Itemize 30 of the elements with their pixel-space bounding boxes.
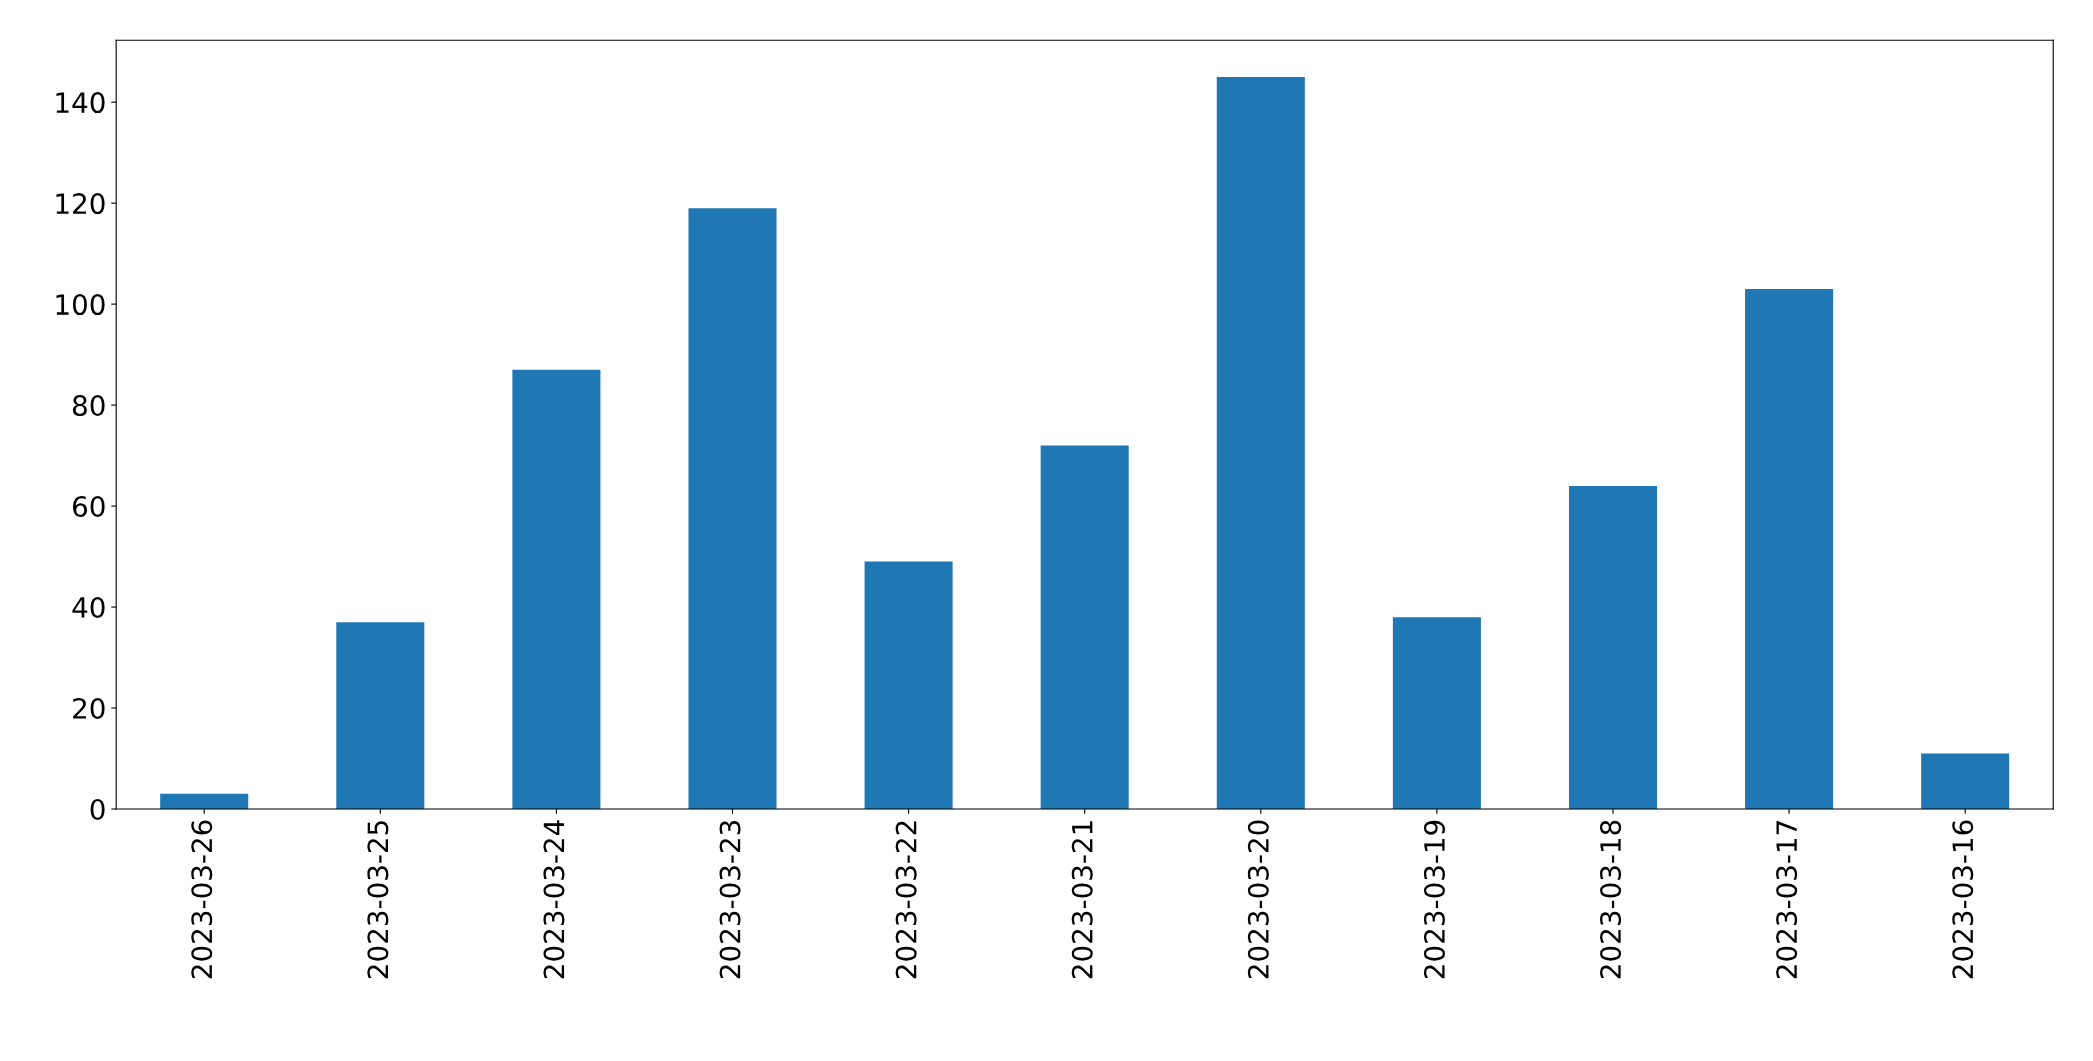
bar [1392,617,1481,810]
x-tick-label: 2023-03-23 [719,820,741,979]
x-tick-label: 2023-03-19 [1423,820,1445,979]
x-tick-label: 2023-03-16 [1952,820,1974,979]
x-tick-label: 2023-03-17 [1776,821,1798,979]
x-tick-label: 2023-03-22 [895,821,917,979]
x-tick-label: 2023-03-18 [1600,820,1622,979]
y-tick-label: 0 [90,798,105,820]
y-tick-label: 40 [72,596,105,619]
y-tick-label: 80 [72,395,105,417]
x-tick-label: 2023-03-24 [543,820,565,979]
bar [512,369,601,810]
x-tick-label: 2023-03-21 [1071,821,1093,979]
bar [160,793,249,810]
bar [1216,76,1305,810]
y-tick-label: 120 [56,193,105,215]
x-tick-label: 2023-03-20 [1247,820,1269,979]
y-tick-label: 20 [73,697,105,719]
bar [336,622,425,810]
y-tick-label: 100 [56,294,105,316]
bar [1745,288,1834,810]
x-tick-label: 2023-03-25 [367,821,389,979]
y-tick-label: 140 [56,92,105,114]
bar [1040,445,1129,810]
y-tick-label: 60 [73,496,105,518]
bar [688,208,777,810]
x-tick-label: 2023-03-26 [191,820,213,979]
bar [1568,485,1658,810]
bar [864,561,953,810]
bar [1921,753,2010,810]
